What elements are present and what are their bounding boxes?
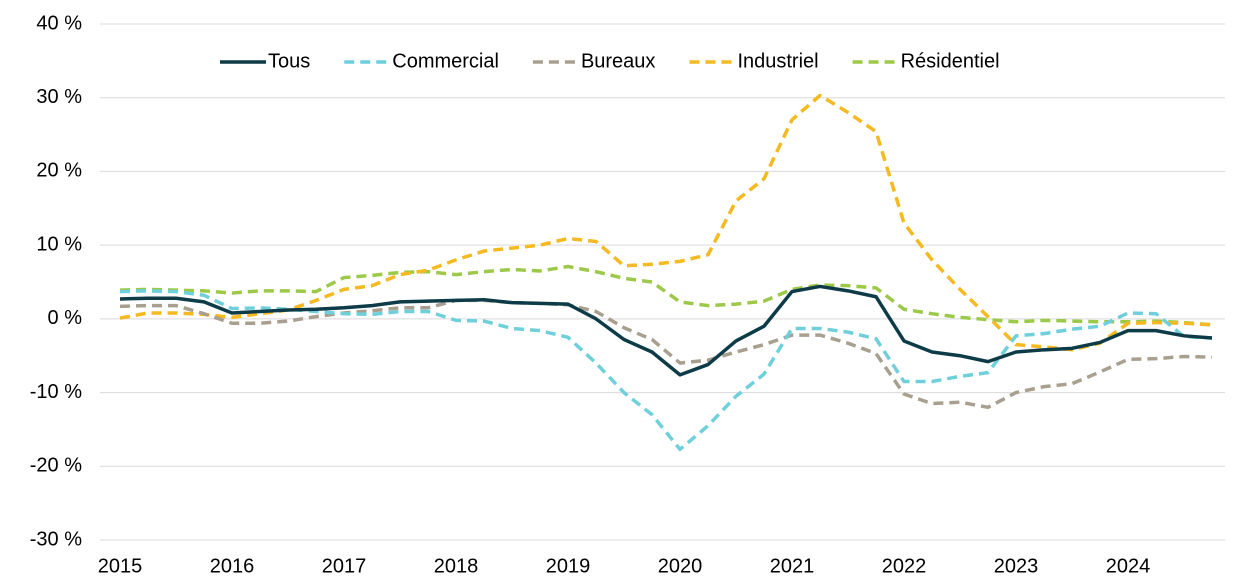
x-tick-label: 2019 [546,555,591,577]
series-line [119,284,1213,377]
y-tick-label: 40 % [36,12,82,34]
legend-label: Tous [268,50,310,72]
series-line [119,93,1213,352]
x-tick-label: 2021 [770,555,815,577]
series-line [119,298,1213,410]
legend-label: Résidentiel [901,50,1000,72]
y-tick-label: 30 % [36,86,82,108]
x-tick-label: 2017 [322,555,367,577]
x-tick-label: 2015 [98,555,143,577]
x-tick-label: 2016 [210,555,255,577]
x-tick-label: 2022 [882,555,927,577]
x-tick-label: 2020 [658,555,703,577]
series-line [119,264,1213,327]
legend-label: Bureaux [581,50,656,72]
y-tick-label: -20 % [30,455,82,477]
y-tick-label: 20 % [36,160,82,182]
series-line [119,289,1213,452]
x-tick-label: 2023 [994,555,1039,577]
y-tick-label: 10 % [36,233,82,255]
y-tick-label: -10 % [30,381,82,403]
x-tick-label: 2024 [1106,555,1151,577]
legend-label: Commercial [392,50,499,72]
y-tick-label: -30 % [30,528,82,550]
y-tick-label: 0 % [48,307,83,329]
legend-label: Industriel [737,50,818,72]
x-tick-label: 2018 [434,555,479,577]
